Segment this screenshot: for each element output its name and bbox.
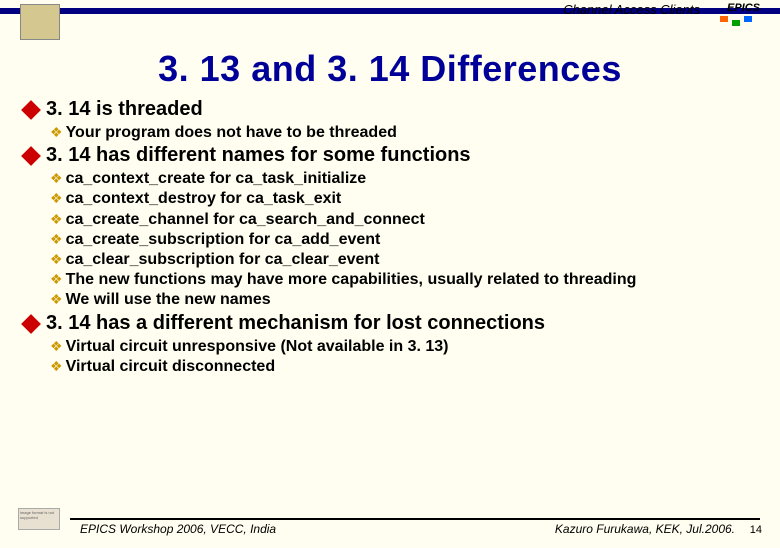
bullet-level2: ❖ Virtual circuit disconnected	[50, 357, 760, 376]
spark-icon: ❖	[50, 358, 63, 375]
slide-footer: image format is not supported EPICS Work…	[0, 516, 780, 540]
bullet-level2: ❖ ca_create_channel for ca_search_and_co…	[50, 210, 760, 229]
slide-title: 3. 13 and 3. 14 Differences	[0, 48, 780, 90]
spark-icon: ❖	[50, 190, 63, 207]
bullet-text: ca_context_destroy for ca_task_exit	[66, 189, 342, 208]
bullet-level1: 3. 14 is threaded	[24, 98, 760, 121]
spark-icon: ❖	[50, 338, 63, 355]
bullet-text: ca_context_create for ca_task_initialize	[66, 169, 367, 188]
bullet-level2: ❖ Virtual circuit unresponsive (Not avai…	[50, 337, 760, 356]
bullet-level2: ❖ The new functions may have more capabi…	[50, 270, 760, 289]
diamond-icon	[21, 314, 41, 334]
bullet-text: ca_create_subscription for ca_add_event	[66, 230, 381, 249]
epics-brand: EPICS	[727, 2, 760, 14]
spark-icon: ❖	[50, 170, 63, 187]
epics-blocks-icon	[720, 16, 760, 30]
header-topic: Channel Access Clients	[563, 2, 700, 17]
bullet-level2: ❖ Your program does not have to be threa…	[50, 123, 760, 142]
slide-content: 3. 14 is threaded ❖ Your program does no…	[0, 98, 780, 376]
bullet-text: 3. 14 is threaded	[46, 98, 203, 121]
bullet-text: 3. 14 has a different mechanism for lost…	[46, 312, 545, 335]
bullet-level1: 3. 14 has different names for some funct…	[24, 144, 760, 167]
bullet-level2: ❖ ca_context_create for ca_task_initiali…	[50, 169, 760, 188]
bullet-text: ca_create_channel for ca_search_and_conn…	[66, 210, 425, 229]
spark-icon: ❖	[50, 271, 63, 288]
bullet-text: The new functions may have more capabili…	[66, 270, 637, 289]
bullet-level2: ❖ ca_context_destroy for ca_task_exit	[50, 189, 760, 208]
spark-icon: ❖	[50, 124, 63, 141]
spark-icon: ❖	[50, 291, 63, 308]
footer-placeholder-icon: image format is not supported	[18, 508, 60, 530]
bullet-text: Virtual circuit unresponsive (Not availa…	[66, 337, 449, 356]
bullet-level2: ❖ We will use the new names	[50, 290, 760, 309]
bullet-level2: ❖ ca_clear_subscription for ca_clear_eve…	[50, 250, 760, 269]
bullet-text: ca_clear_subscription for ca_clear_event	[66, 250, 380, 269]
spark-icon: ❖	[50, 211, 63, 228]
footer-rule	[70, 518, 760, 520]
bullet-text: We will use the new names	[66, 290, 271, 309]
header-logo-icon	[20, 4, 60, 40]
footer-left-text: EPICS Workshop 2006, VECC, India	[80, 522, 276, 536]
footer-right-text: Kazuro Furukawa, KEK, Jul.2006.	[555, 522, 735, 536]
bullet-text: 3. 14 has different names for some funct…	[46, 144, 471, 167]
diamond-icon	[21, 100, 41, 120]
diamond-icon	[21, 146, 41, 166]
spark-icon: ❖	[50, 251, 63, 268]
bullet-level1: 3. 14 has a different mechanism for lost…	[24, 312, 760, 335]
page-number: 14	[750, 524, 762, 536]
bullet-text: Your program does not have to be threade…	[66, 123, 397, 142]
bullet-text: Virtual circuit disconnected	[66, 357, 276, 376]
bullet-level2: ❖ ca_create_subscription for ca_add_even…	[50, 230, 760, 249]
slide-header: Channel Access Clients EPICS	[0, 8, 780, 38]
spark-icon: ❖	[50, 231, 63, 248]
